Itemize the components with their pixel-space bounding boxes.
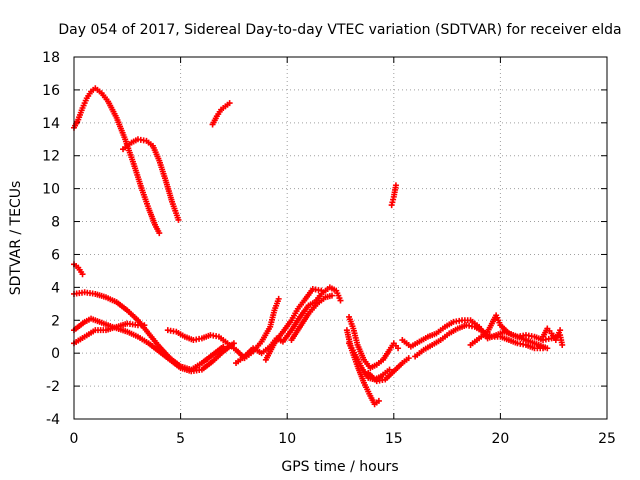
x-tick-label: 25 <box>598 431 616 447</box>
y-tick-label: 14 <box>42 116 60 132</box>
y-tick-label: 18 <box>42 50 60 66</box>
series-arc-8 <box>71 320 148 347</box>
y-tick-label: 2 <box>51 313 60 329</box>
y-tick-label: -4 <box>46 412 60 428</box>
data-point <box>375 397 382 404</box>
series-arc-10 <box>233 284 344 367</box>
x-tick-label: 20 <box>491 431 509 447</box>
series-arc-20 <box>540 325 564 344</box>
data-point <box>395 345 402 352</box>
series-arc-9 <box>164 295 282 362</box>
data-point <box>392 182 399 189</box>
data-point <box>79 271 86 278</box>
data-point <box>156 230 163 237</box>
series-arc-18 <box>412 322 547 360</box>
data-point <box>328 292 335 299</box>
series-arc-4 <box>388 182 399 209</box>
y-tick-label: 6 <box>51 247 60 263</box>
gridlines <box>74 57 607 419</box>
data-point <box>141 322 148 329</box>
y-tick-label: 0 <box>51 346 60 362</box>
data-point <box>318 287 325 294</box>
x-tick-label: 0 <box>70 431 79 447</box>
series-arc-1 <box>71 85 163 237</box>
series-arc-15 <box>346 313 402 371</box>
data-point <box>405 355 412 362</box>
data-point <box>540 345 547 352</box>
series-arc-12 <box>288 292 335 344</box>
chart-title: Day 054 of 2017, Sidereal Day-to-day VTE… <box>58 22 621 38</box>
series-arc-16 <box>365 355 412 385</box>
plot-frame <box>73 56 608 420</box>
x-tick-label: 5 <box>176 431 185 447</box>
y-tick-label: 16 <box>42 83 60 99</box>
y-tick-label: 10 <box>42 182 60 198</box>
y-axis-label: SDTVAR / TECUs <box>8 181 24 296</box>
data-point <box>275 295 282 302</box>
y-tick-label: 12 <box>42 149 60 165</box>
series-arc-3 <box>209 100 233 128</box>
data-point <box>337 297 344 304</box>
y-tick-label: -2 <box>46 379 60 395</box>
data-point <box>559 341 566 348</box>
series-arc-2 <box>120 136 182 223</box>
y-tick-label: 4 <box>51 280 60 296</box>
data-point <box>386 366 393 373</box>
x-tick-label: 15 <box>385 431 403 447</box>
series-arc-11 <box>262 286 325 363</box>
data-point <box>226 100 233 107</box>
x-tick-label: 10 <box>278 431 296 447</box>
data-point <box>557 327 564 334</box>
y-tick-label: 8 <box>51 215 60 231</box>
data-points <box>71 85 566 408</box>
data-point <box>175 216 182 223</box>
x-axis-label: GPS time / hours <box>281 459 398 475</box>
x-tick-labels: 0 5 10 15 20 25 <box>70 431 616 447</box>
y-tick-labels: -4 -2 0 2 4 6 8 10 12 14 16 18 <box>42 50 60 428</box>
